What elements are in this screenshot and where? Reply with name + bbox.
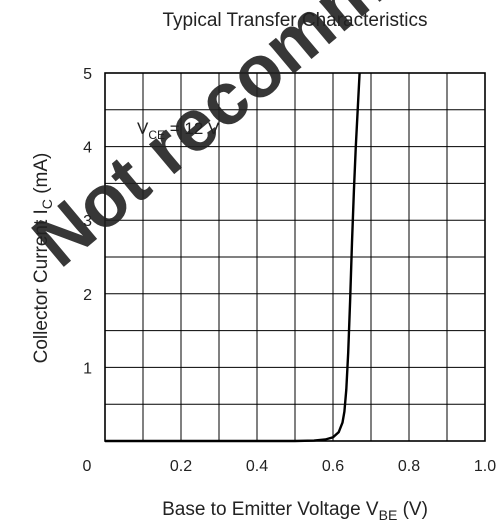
- grid: [105, 73, 485, 441]
- chart-title: Typical Transfer Characteristics: [162, 10, 427, 31]
- y-tick-label: 4: [83, 140, 92, 157]
- axis-ticks: 0 0.2 0.4 0.6 0.8 1.0 1 2 3 4 5: [83, 66, 497, 475]
- curve-annotation: VCE = 12 V: [137, 119, 220, 142]
- x-tick-label: 0.4: [246, 458, 268, 475]
- y-tick-label: 1: [83, 360, 92, 377]
- x-axis-label: Base to Emitter Voltage VBE (V): [162, 499, 428, 523]
- x-tick-label: 0: [83, 458, 92, 475]
- x-tick-label: 0.2: [170, 458, 192, 475]
- y-tick-label: 3: [83, 213, 92, 230]
- x-tick-label: 0.6: [322, 458, 344, 475]
- x-tick-label: 0.8: [398, 458, 420, 475]
- y-axis-label: Collector Current IC (mA): [31, 153, 55, 364]
- x-tick-label: 1.0: [474, 458, 496, 475]
- y-tick-label: 5: [83, 66, 92, 83]
- y-tick-label: 2: [83, 287, 92, 304]
- series-line-vce-12v: [105, 72, 361, 443]
